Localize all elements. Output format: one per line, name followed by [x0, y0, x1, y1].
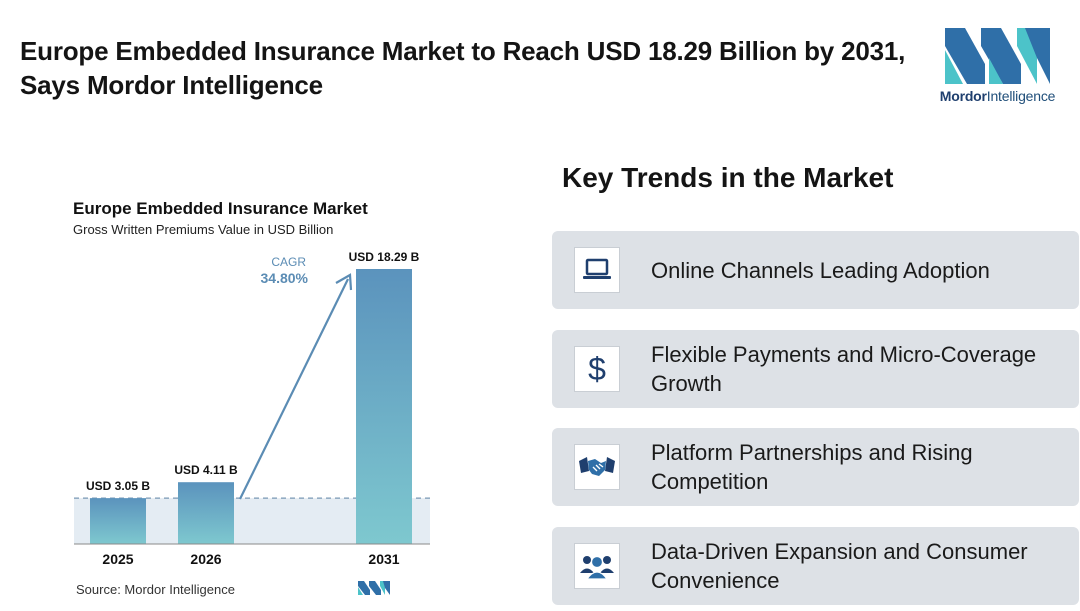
mordor-logo-text: MordorIntelligence [939, 88, 1056, 104]
trend-label: Flexible Payments and Micro-Coverage Gro… [651, 342, 1037, 396]
bar-chart: USD 3.05 B 2025 USD 4.11 B 2026 USD 18.29 B 2… [74, 250, 430, 567]
data-label-2026: USD 4.11 B [174, 463, 238, 477]
trend-label: Online Channels Leading Adoption [651, 257, 990, 283]
bar-2026 [178, 482, 234, 544]
headline: Europe Embedded Insurance Market to Reac… [20, 36, 906, 100]
bar-2031 [356, 269, 412, 544]
trend-label: Data-Driven Expansion and Consumer Conve… [651, 539, 1028, 593]
chart-subtitle: Gross Written Premiums Value in USD Bill… [73, 222, 334, 237]
trend-label: Platform Partnerships and Rising Competi… [651, 440, 973, 494]
mordor-logo-mark [945, 28, 1050, 84]
x-tick-2025: 2025 [102, 551, 133, 567]
mordor-logo: MordorIntelligence [935, 28, 1060, 108]
data-label-2025: USD 3.05 B [86, 479, 150, 493]
cagr-value: 34.80% [261, 270, 309, 286]
trend-card-online-channels: Online Channels Leading Adoption [552, 231, 1079, 309]
svg-text:$: $ [588, 351, 606, 387]
cagr-label: CAGR [271, 255, 306, 269]
trend-card-data-driven: Data-Driven Expansion and Consumer Conve… [552, 527, 1079, 605]
dollar-icon: $ [574, 346, 620, 392]
bar-2025 [90, 498, 146, 544]
chart-title: Europe Embedded Insurance Market [73, 199, 368, 218]
chart-source: Source: Mordor Intelligence [76, 582, 235, 597]
cagr-arrow-line [239, 278, 349, 500]
trend-card-platform-partnerships: Platform Partnerships and Rising Competi… [552, 428, 1079, 506]
trends-heading: Key Trends in the Market [562, 162, 894, 193]
handshake-icon [574, 444, 620, 490]
laptop-icon [574, 247, 620, 293]
chart-panel: USD 3.05 B 2025 USD 4.11 B 2026 USD 18.29 B 2… [60, 187, 462, 605]
x-tick-2026: 2026 [190, 551, 221, 567]
people-icon [574, 543, 620, 589]
x-tick-2031: 2031 [368, 551, 399, 567]
data-label-2031: USD 18.29 B [349, 250, 420, 264]
cagr-arrow-head [335, 273, 353, 291]
trend-card-flexible-payments: $ Flexible Payments and Micro-Coverage G… [552, 330, 1079, 408]
mordor-mini-logo-icon [358, 581, 390, 595]
